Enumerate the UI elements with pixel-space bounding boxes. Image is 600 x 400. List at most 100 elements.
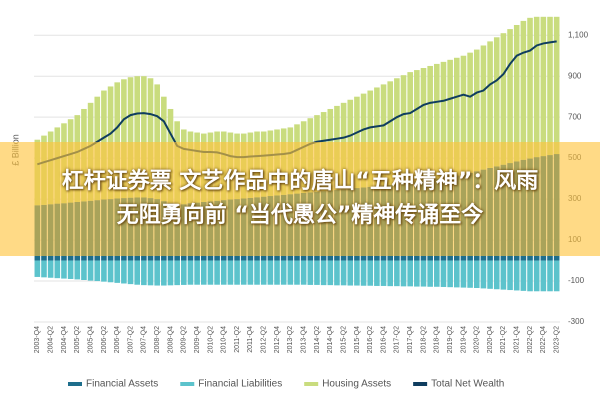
x-tick-label: 2012-Q2 xyxy=(261,326,268,353)
bar xyxy=(334,260,340,286)
bar xyxy=(513,260,520,291)
bar xyxy=(380,84,387,186)
bar xyxy=(267,260,274,285)
bar xyxy=(547,260,553,292)
bar xyxy=(460,55,467,175)
bar xyxy=(493,37,500,167)
bar xyxy=(174,260,180,286)
bar xyxy=(394,260,400,287)
x-tick-label: 2020-Q4 xyxy=(487,326,494,353)
x-tick-label: 2004-Q4 xyxy=(61,326,68,353)
bar xyxy=(434,260,440,287)
bar xyxy=(414,70,420,182)
x-tick-label: 2004-Q2 xyxy=(47,326,54,353)
bar xyxy=(400,75,407,184)
y-tick-label: 900 xyxy=(568,71,582,80)
bar xyxy=(127,260,134,285)
bar xyxy=(407,260,413,287)
bar xyxy=(420,68,427,181)
bar xyxy=(374,260,380,286)
y-tick-label: 1,100 xyxy=(568,30,589,39)
bar xyxy=(114,82,121,199)
bar xyxy=(487,260,493,289)
bar xyxy=(194,260,200,285)
bar xyxy=(34,260,41,277)
bar xyxy=(533,260,540,292)
legend-label: Financial Assets xyxy=(86,379,158,390)
bar xyxy=(374,87,380,187)
x-tick-label: 2011-Q4 xyxy=(247,326,254,353)
x-tick-label: 2017-Q4 xyxy=(407,326,414,353)
bar xyxy=(394,78,400,184)
bar xyxy=(154,84,160,200)
bar xyxy=(360,93,367,188)
bar xyxy=(260,260,267,285)
x-tick-label: 2008-Q4 xyxy=(167,326,174,353)
bar xyxy=(227,260,234,285)
bar xyxy=(440,260,447,287)
x-tick-label: 2014-Q4 xyxy=(327,326,334,353)
bar xyxy=(181,260,187,285)
bar xyxy=(487,41,493,168)
bar xyxy=(54,260,61,279)
bar xyxy=(61,260,67,279)
bar xyxy=(447,260,453,288)
bar xyxy=(234,260,240,285)
bar xyxy=(254,260,260,285)
bar xyxy=(414,260,420,287)
bar xyxy=(460,260,467,288)
x-tick-label: 2005-Q4 xyxy=(87,326,94,353)
bar xyxy=(320,260,327,286)
x-tick-label: 2013-Q2 xyxy=(287,326,294,353)
bar xyxy=(480,45,487,170)
x-tick-label: 2010-Q4 xyxy=(221,326,228,353)
banner: 杠杆证券票 文艺作品中的唐山“五种精神”：风雨 无阻勇向前 “当代愚公”精神传诵… xyxy=(0,142,600,256)
bar xyxy=(454,57,460,176)
bar xyxy=(240,260,247,285)
x-tick-label: 2006-Q2 xyxy=(101,326,108,353)
bar xyxy=(121,260,127,284)
bar xyxy=(314,260,320,285)
bar xyxy=(480,260,487,289)
bar xyxy=(141,76,147,198)
bar xyxy=(507,29,513,164)
bar xyxy=(347,260,354,286)
bar xyxy=(274,260,280,285)
bar xyxy=(473,49,480,172)
x-tick-label: 2013-Q4 xyxy=(301,326,308,353)
x-tick-label: 2006-Q4 xyxy=(114,326,121,353)
bar xyxy=(207,260,214,285)
bar xyxy=(360,260,367,286)
x-tick-label: 2021-Q4 xyxy=(514,326,521,353)
bar xyxy=(387,260,394,287)
x-tick-label: 2016-Q4 xyxy=(380,326,387,353)
x-tick-label: 2023-Q2 xyxy=(554,326,561,353)
bar xyxy=(287,260,294,285)
bar xyxy=(434,63,440,179)
x-tick-label: 2011-Q2 xyxy=(234,326,241,353)
x-tick-label: 2009-Q4 xyxy=(194,326,201,353)
bar xyxy=(294,260,300,285)
bar xyxy=(420,260,427,287)
bar xyxy=(354,260,360,286)
bar xyxy=(220,260,227,285)
x-tick-label: 2005-Q2 xyxy=(74,326,81,353)
bar xyxy=(547,16,553,156)
x-tick-label: 2018-Q4 xyxy=(434,326,441,353)
x-tick-label: 2007-Q4 xyxy=(141,326,148,353)
x-tick-label: 2022-Q4 xyxy=(540,326,547,353)
bar xyxy=(407,72,413,183)
bar xyxy=(340,260,347,286)
bar xyxy=(507,260,513,291)
x-tick-label: 2009-Q2 xyxy=(181,326,188,353)
bar xyxy=(147,78,154,199)
bar xyxy=(527,260,533,292)
x-tick-label: 2021-Q2 xyxy=(500,326,507,353)
x-tick-label: 2022-Q2 xyxy=(527,326,534,353)
bar xyxy=(500,33,507,165)
bar xyxy=(520,20,527,160)
bar xyxy=(134,260,140,285)
x-tick-label: 2012-Q4 xyxy=(274,326,281,353)
bar xyxy=(141,260,147,286)
